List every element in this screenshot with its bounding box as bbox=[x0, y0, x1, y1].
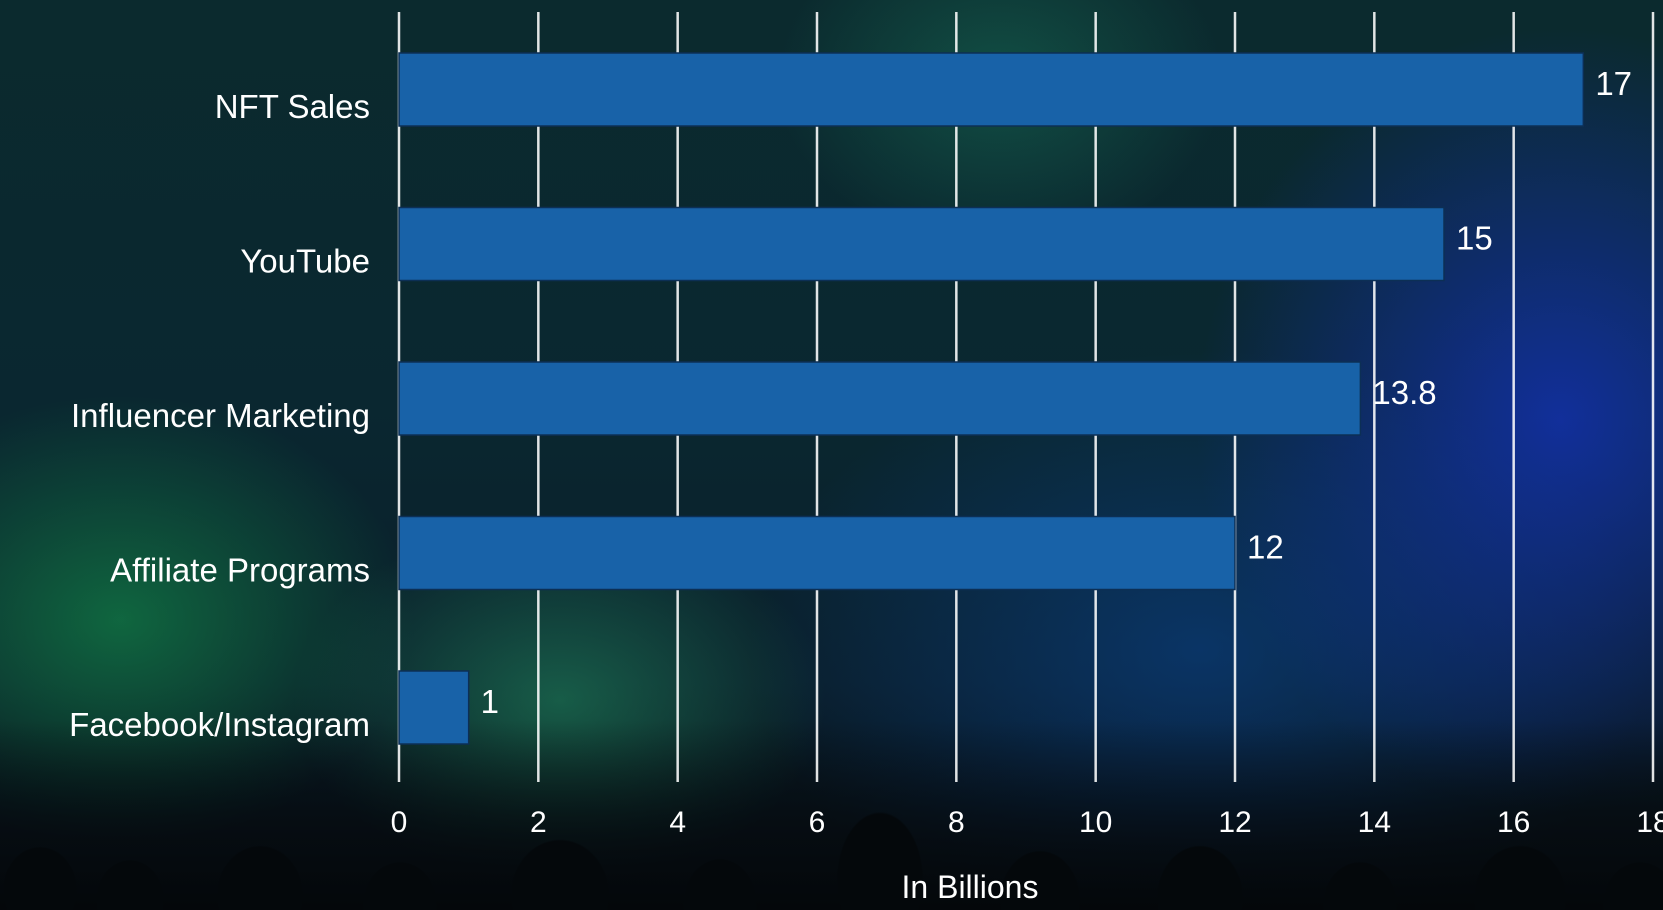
bars bbox=[398, 52, 1585, 745]
x-tick-label: 0 bbox=[391, 806, 408, 839]
value-label: 1 bbox=[481, 683, 499, 720]
bar bbox=[398, 361, 1362, 436]
value-label: 15 bbox=[1456, 220, 1493, 257]
category-label: NFT Sales bbox=[215, 88, 370, 125]
x-tick-label: 12 bbox=[1218, 806, 1251, 839]
x-tick-label: 10 bbox=[1079, 806, 1112, 839]
value-label: 13.8 bbox=[1372, 374, 1436, 411]
x-tick-label: 6 bbox=[809, 806, 826, 839]
category-label: YouTube bbox=[240, 243, 370, 280]
x-tick-label: 14 bbox=[1358, 806, 1391, 839]
bar bbox=[398, 515, 1236, 591]
x-tick-labels: 0 2 4 6 8 10 12 14 16 18 bbox=[391, 806, 1663, 839]
bar bbox=[398, 670, 470, 745]
bar bbox=[398, 52, 1585, 127]
category-label: Affiliate Programs bbox=[110, 552, 370, 589]
x-tick-label: 18 bbox=[1636, 806, 1663, 839]
value-labels: 17 15 13.8 12 1 bbox=[481, 65, 1632, 720]
x-axis-title: In Billions bbox=[902, 869, 1039, 905]
x-tick-label: 4 bbox=[669, 806, 686, 839]
value-label: 17 bbox=[1595, 65, 1632, 102]
crowd-silhouette bbox=[0, 720, 1663, 910]
category-label: Influencer Marketing bbox=[71, 397, 370, 434]
x-tick-label: 2 bbox=[530, 806, 547, 839]
category-label: Facebook/Instagram bbox=[69, 706, 370, 743]
value-label: 12 bbox=[1247, 529, 1284, 566]
bar bbox=[398, 206, 1445, 282]
x-tick-label: 16 bbox=[1497, 806, 1530, 839]
category-labels: NFT Sales YouTube Influencer Marketing Affi… bbox=[69, 88, 370, 743]
x-tick-label: 8 bbox=[948, 806, 965, 839]
